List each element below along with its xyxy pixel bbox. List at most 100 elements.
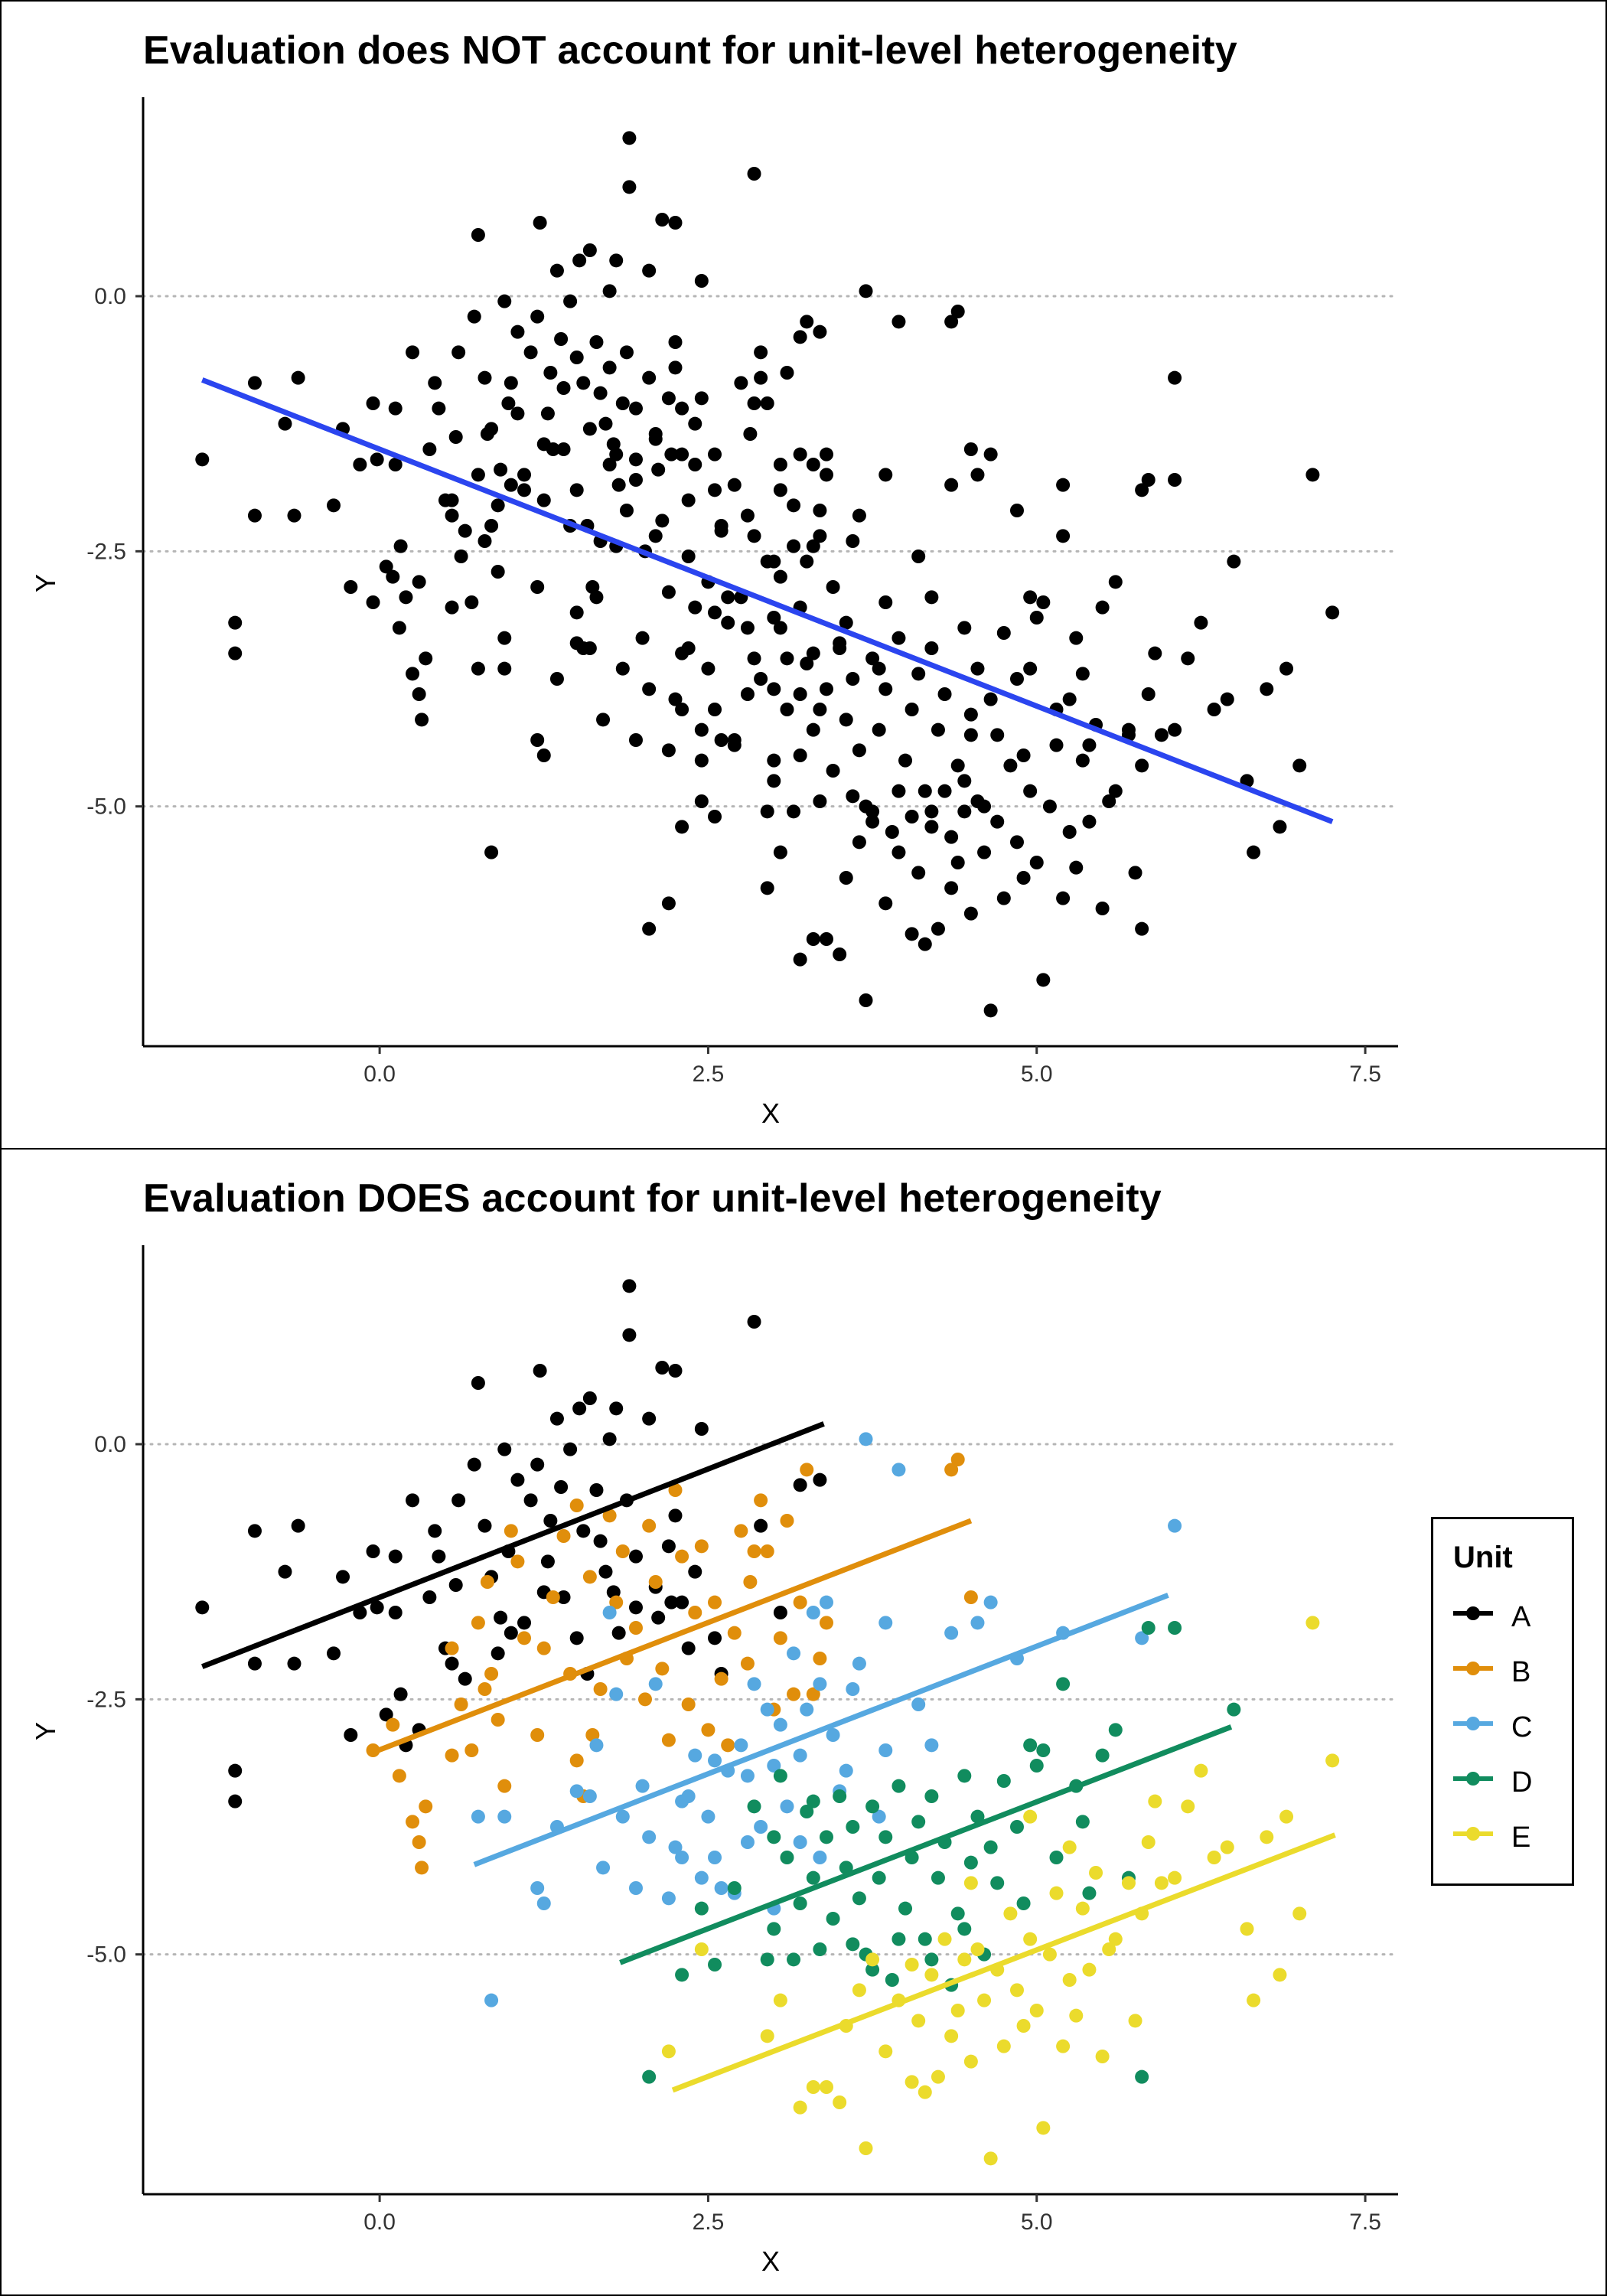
- data-point-unit-d: [970, 1809, 985, 1824]
- data-point-unit-d: [747, 1799, 761, 1814]
- data-point-unit-a: [622, 1279, 637, 1293]
- data-point: [694, 753, 709, 768]
- data-point: [536, 748, 551, 762]
- data-point-unit-d: [833, 1789, 847, 1803]
- data-point-unit-e: [1279, 1809, 1294, 1824]
- data-point-unit-b: [615, 1544, 630, 1558]
- data-point-unit-a: [523, 1493, 538, 1508]
- data-point-unit-b: [464, 1743, 479, 1757]
- data-point: [688, 416, 702, 431]
- legend-key-c: [1453, 1717, 1493, 1730]
- data-point: [924, 590, 939, 605]
- data-point-unit-a: [628, 1549, 643, 1564]
- data-point: [963, 728, 978, 742]
- data-point-unit-b: [628, 1621, 643, 1635]
- data-point: [510, 406, 525, 421]
- data-point-unit-d: [957, 1922, 972, 1936]
- data-point: [497, 661, 512, 676]
- data-point: [480, 427, 494, 441]
- data-point-unit-a: [598, 1564, 613, 1579]
- fit-line-unit-c: [473, 1593, 1169, 1867]
- data-point: [846, 534, 860, 548]
- data-point-unit-d: [983, 1840, 998, 1854]
- data-point-unit-b: [760, 1544, 774, 1558]
- data-point: [773, 569, 787, 584]
- data-point: [392, 621, 406, 635]
- data-point: [655, 514, 670, 528]
- data-point: [937, 784, 952, 798]
- data-point: [924, 820, 939, 834]
- data-point-unit-b: [740, 1656, 755, 1671]
- data-point: [366, 396, 380, 410]
- data-point: [445, 493, 459, 507]
- data-point-unit-e: [996, 2039, 1011, 2053]
- data-point: [471, 468, 485, 482]
- data-point-unit-c: [780, 1799, 794, 1814]
- points-group: [195, 131, 1340, 1018]
- data-point-unit-d: [826, 1912, 840, 1926]
- data-point-unit-d: [892, 1932, 906, 1946]
- data-point-unit-a: [773, 1606, 787, 1619]
- data-point: [1095, 902, 1110, 915]
- data-point: [905, 927, 919, 941]
- data-point: [878, 468, 893, 482]
- data-point: [833, 947, 847, 961]
- data-point-unit-c: [688, 1748, 702, 1763]
- data-point-unit-a: [642, 1411, 657, 1426]
- scatter-plot-by-unit: 0.0 -2.5 -5.0 0.0 2.5 5.0 7.5 X Y: [30, 1245, 1400, 2277]
- data-point: [471, 228, 485, 242]
- data-point: [740, 508, 755, 523]
- data-point-unit-d: [911, 1815, 926, 1829]
- data-point: [388, 401, 403, 416]
- data-point: [727, 478, 742, 492]
- data-point: [388, 458, 403, 471]
- data-point-unit-a: [622, 1328, 637, 1342]
- data-point-unit-b: [787, 1687, 801, 1701]
- x-tick-label: 5.0: [1021, 2210, 1053, 2235]
- legend-key-a: [1453, 1606, 1493, 1620]
- data-point-unit-d: [694, 1901, 709, 1916]
- data-point-unit-e: [1108, 1932, 1123, 1946]
- data-point: [661, 585, 676, 599]
- data-point-unit-d: [1227, 1702, 1241, 1717]
- y-tick-label: -2.5: [86, 539, 126, 564]
- data-point-unit-a: [628, 1600, 643, 1615]
- data-point: [708, 703, 722, 716]
- data-point: [767, 611, 781, 625]
- data-point-unit-c: [740, 1835, 755, 1849]
- data-point-unit-c: [924, 1738, 939, 1753]
- data-point-unit-d: [819, 1830, 833, 1844]
- data-point: [944, 830, 959, 844]
- data-point: [546, 442, 560, 456]
- data-point-unit-b: [546, 1590, 560, 1604]
- data-point-unit-d: [1135, 2069, 1149, 2084]
- data-point-unit-b: [497, 1779, 512, 1793]
- data-point-unit-b: [517, 1631, 532, 1645]
- data-point-unit-c: [668, 1840, 683, 1854]
- data-point-unit-b: [478, 1682, 492, 1696]
- data-point: [399, 590, 413, 605]
- data-point: [859, 993, 873, 1007]
- data-point-unit-e: [1023, 1932, 1038, 1946]
- data-point-unit-e: [1042, 1947, 1057, 1962]
- data-point: [556, 442, 571, 456]
- data-point: [957, 804, 972, 819]
- data-point: [1075, 667, 1090, 681]
- data-point-unit-a: [543, 1514, 558, 1528]
- data-point-unit-a: [572, 1401, 587, 1416]
- data-point-unit-d: [800, 1805, 814, 1818]
- data-point: [517, 468, 532, 482]
- data-point: [931, 921, 945, 936]
- data-point-unit-a: [655, 1361, 670, 1375]
- data-point: [1181, 651, 1195, 666]
- data-point: [878, 595, 893, 609]
- data-point-unit-d: [839, 1861, 853, 1875]
- data-point: [872, 661, 886, 676]
- y-tick-label: 0.0: [94, 284, 126, 309]
- data-point-unit-b: [491, 1713, 505, 1727]
- data-point: [806, 646, 820, 660]
- data-point: [415, 713, 429, 727]
- data-point-unit-d: [865, 1799, 880, 1814]
- data-point-unit-a: [661, 1539, 676, 1554]
- data-point-unit-c: [569, 1784, 584, 1799]
